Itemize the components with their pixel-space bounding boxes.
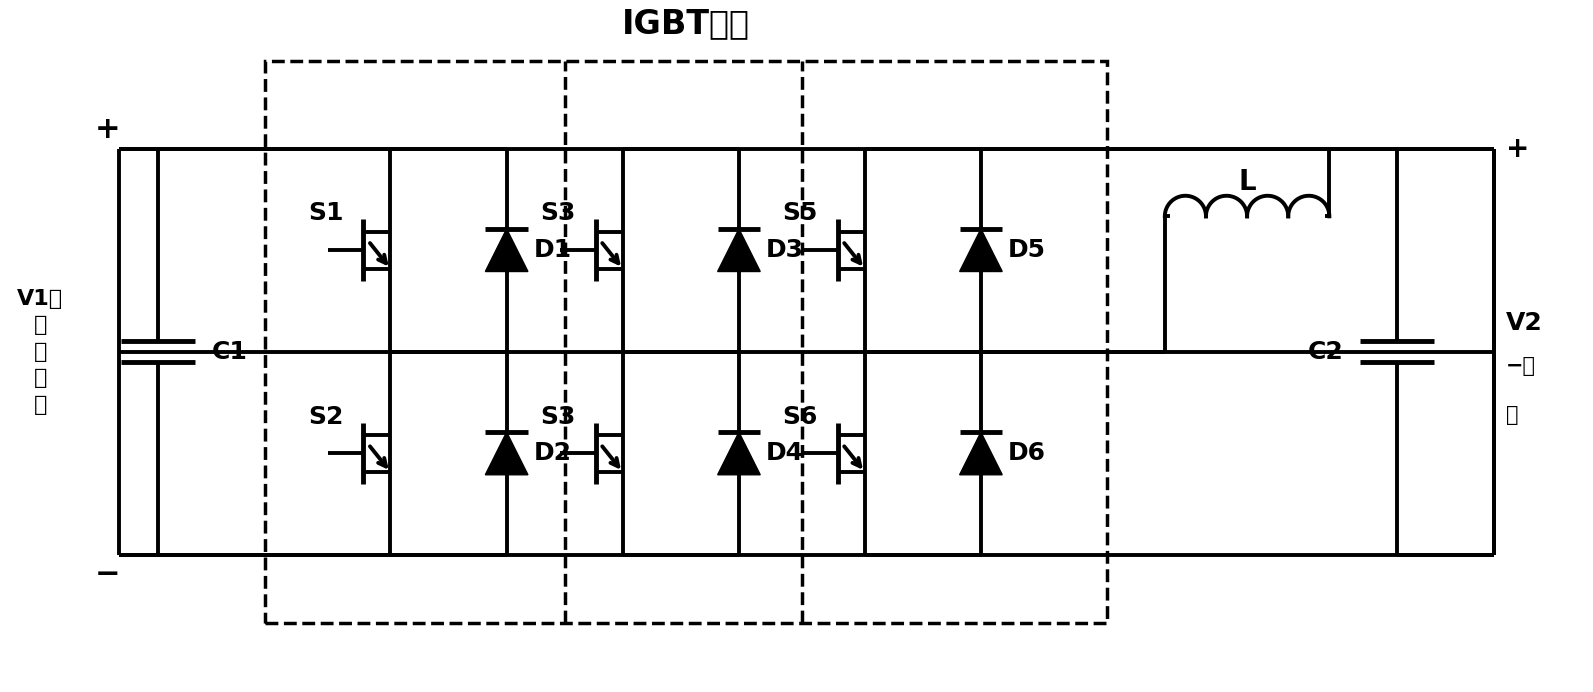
Text: D5: D5: [1008, 238, 1047, 262]
Text: D3: D3: [766, 238, 804, 262]
Text: D6: D6: [1008, 441, 1047, 466]
Text: C2: C2: [1308, 340, 1344, 364]
Text: D1: D1: [534, 238, 572, 262]
Text: S1: S1: [307, 201, 344, 226]
Text: S5: S5: [782, 201, 817, 226]
Text: V1直
流
母
线
俧: V1直 流 母 线 俧: [18, 289, 64, 415]
Text: S6: S6: [782, 405, 817, 428]
Text: IGBT模块: IGBT模块: [621, 7, 750, 40]
Text: S3: S3: [540, 405, 577, 428]
Text: L: L: [1238, 168, 1255, 197]
Polygon shape: [959, 432, 1002, 475]
Text: +: +: [1505, 134, 1529, 163]
Text: S3: S3: [540, 201, 577, 226]
Polygon shape: [959, 229, 1002, 271]
Text: C1: C1: [212, 340, 247, 364]
Bar: [264, 62, 1107, 623]
Text: V2: V2: [1505, 311, 1542, 335]
Text: −: −: [96, 560, 121, 589]
Text: S2: S2: [307, 405, 344, 428]
Text: D4: D4: [766, 441, 804, 466]
Polygon shape: [486, 229, 527, 271]
Polygon shape: [718, 432, 760, 475]
Text: −电: −电: [1505, 356, 1536, 376]
Polygon shape: [718, 229, 760, 271]
Text: +: +: [96, 115, 121, 144]
Text: 池: 池: [1505, 405, 1518, 425]
Polygon shape: [486, 432, 527, 475]
Text: D2: D2: [534, 441, 572, 466]
